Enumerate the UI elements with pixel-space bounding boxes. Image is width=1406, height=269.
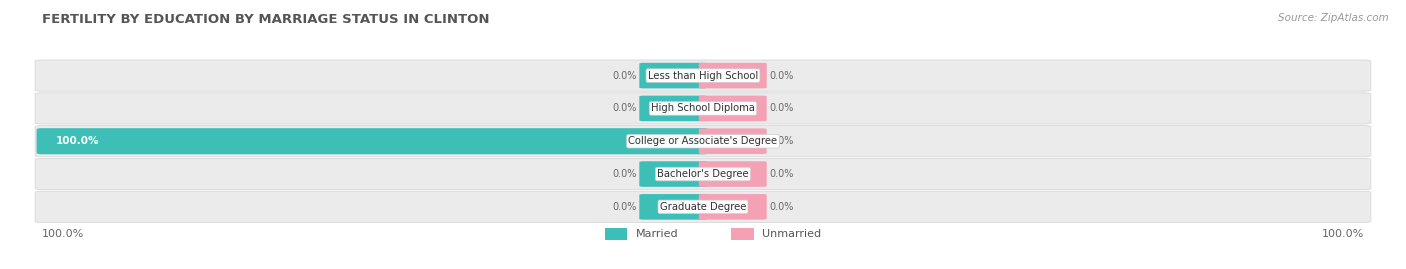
Text: 0.0%: 0.0% [769,169,794,179]
FancyBboxPatch shape [640,161,707,187]
Text: 0.0%: 0.0% [612,103,637,114]
Text: 100.0%: 100.0% [1322,229,1364,239]
FancyBboxPatch shape [37,128,709,154]
Text: High School Diploma: High School Diploma [651,103,755,114]
FancyBboxPatch shape [35,60,1371,91]
Text: 0.0%: 0.0% [769,202,794,212]
Text: Bachelor's Degree: Bachelor's Degree [657,169,749,179]
Text: Unmarried: Unmarried [762,229,821,239]
FancyBboxPatch shape [731,228,754,240]
FancyBboxPatch shape [699,128,766,154]
FancyBboxPatch shape [699,95,766,121]
Text: Married: Married [636,229,678,239]
Text: 0.0%: 0.0% [612,202,637,212]
FancyBboxPatch shape [699,161,766,187]
FancyBboxPatch shape [640,63,707,89]
Text: 100.0%: 100.0% [56,136,100,146]
Text: College or Associate's Degree: College or Associate's Degree [628,136,778,146]
Text: 0.0%: 0.0% [769,70,794,81]
FancyBboxPatch shape [35,93,1371,124]
FancyBboxPatch shape [35,158,1371,190]
Text: Less than High School: Less than High School [648,70,758,81]
FancyBboxPatch shape [35,126,1371,157]
Text: 0.0%: 0.0% [769,103,794,114]
Text: 100.0%: 100.0% [42,229,84,239]
Text: 0.0%: 0.0% [769,136,794,146]
Text: Graduate Degree: Graduate Degree [659,202,747,212]
FancyBboxPatch shape [605,228,627,240]
FancyBboxPatch shape [640,194,707,220]
Text: 0.0%: 0.0% [612,169,637,179]
FancyBboxPatch shape [35,191,1371,222]
FancyBboxPatch shape [699,63,766,89]
Text: Source: ZipAtlas.com: Source: ZipAtlas.com [1278,13,1389,23]
FancyBboxPatch shape [699,194,766,220]
Text: 0.0%: 0.0% [612,70,637,81]
Text: FERTILITY BY EDUCATION BY MARRIAGE STATUS IN CLINTON: FERTILITY BY EDUCATION BY MARRIAGE STATU… [42,13,489,26]
FancyBboxPatch shape [640,95,707,121]
